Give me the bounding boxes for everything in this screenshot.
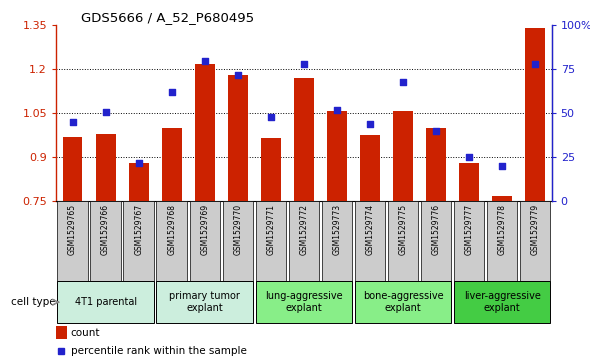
Point <box>299 61 309 67</box>
Bar <box>289 201 319 281</box>
Text: GSM1529777: GSM1529777 <box>464 204 474 255</box>
Bar <box>492 196 512 363</box>
Text: GDS5666 / A_52_P680495: GDS5666 / A_52_P680495 <box>81 11 254 24</box>
Text: GSM1529770: GSM1529770 <box>233 204 242 255</box>
Point <box>233 72 242 78</box>
Text: primary tumor
explant: primary tumor explant <box>169 291 240 313</box>
Text: GSM1529768: GSM1529768 <box>167 204 176 255</box>
Point <box>332 107 342 113</box>
Bar <box>156 201 187 281</box>
Bar <box>56 326 67 339</box>
Text: GSM1529775: GSM1529775 <box>398 204 408 255</box>
Bar <box>355 281 451 323</box>
Point <box>431 128 441 134</box>
Bar <box>222 201 253 281</box>
Bar <box>261 138 281 363</box>
Bar <box>63 137 83 363</box>
Bar <box>355 201 385 281</box>
Bar <box>421 201 451 281</box>
Point <box>167 89 176 95</box>
Point <box>464 155 474 160</box>
Bar <box>90 201 121 281</box>
Point <box>365 121 375 127</box>
Point <box>134 160 143 166</box>
Bar <box>162 128 182 363</box>
Bar <box>57 201 88 281</box>
Bar <box>189 201 220 281</box>
Text: cell type: cell type <box>11 297 55 307</box>
Bar <box>360 135 380 363</box>
Bar <box>129 163 149 363</box>
Text: GSM1529771: GSM1529771 <box>266 204 276 255</box>
Bar <box>327 110 347 363</box>
Text: GSM1529776: GSM1529776 <box>431 204 441 255</box>
Point <box>398 79 408 85</box>
Text: lung-aggressive
explant: lung-aggressive explant <box>265 291 343 313</box>
Text: GSM1529779: GSM1529779 <box>530 204 540 255</box>
Text: count: count <box>71 327 100 338</box>
Bar <box>294 78 314 363</box>
Bar <box>393 110 413 363</box>
Text: liver-aggressive
explant: liver-aggressive explant <box>464 291 540 313</box>
Text: GSM1529774: GSM1529774 <box>365 204 375 255</box>
Bar <box>525 28 545 363</box>
Text: GSM1529766: GSM1529766 <box>101 204 110 255</box>
Bar <box>322 201 352 281</box>
Bar <box>520 201 550 281</box>
Bar <box>156 281 253 323</box>
Text: percentile rank within the sample: percentile rank within the sample <box>71 346 247 356</box>
Point <box>530 61 540 67</box>
Point <box>266 114 276 120</box>
Bar <box>454 281 550 323</box>
Point <box>200 58 209 64</box>
Bar <box>255 281 352 323</box>
Bar <box>195 64 215 363</box>
Point <box>497 163 507 169</box>
Bar <box>388 201 418 281</box>
Point <box>68 119 77 125</box>
Text: GSM1529767: GSM1529767 <box>134 204 143 255</box>
Bar <box>228 75 248 363</box>
Text: 4T1 parental: 4T1 parental <box>74 297 137 307</box>
Text: GSM1529769: GSM1529769 <box>200 204 209 255</box>
Text: GSM1529765: GSM1529765 <box>68 204 77 255</box>
Text: bone-aggressive
explant: bone-aggressive explant <box>363 291 443 313</box>
Text: GSM1529772: GSM1529772 <box>299 204 309 255</box>
Bar <box>123 201 154 281</box>
Bar <box>426 128 446 363</box>
Point <box>101 109 110 115</box>
Bar <box>487 201 517 281</box>
Bar <box>255 201 286 281</box>
Bar <box>96 134 116 363</box>
Bar <box>459 163 479 363</box>
Bar <box>454 201 484 281</box>
Text: GSM1529778: GSM1529778 <box>497 204 507 255</box>
Bar <box>57 281 154 323</box>
Text: GSM1529773: GSM1529773 <box>332 204 342 255</box>
